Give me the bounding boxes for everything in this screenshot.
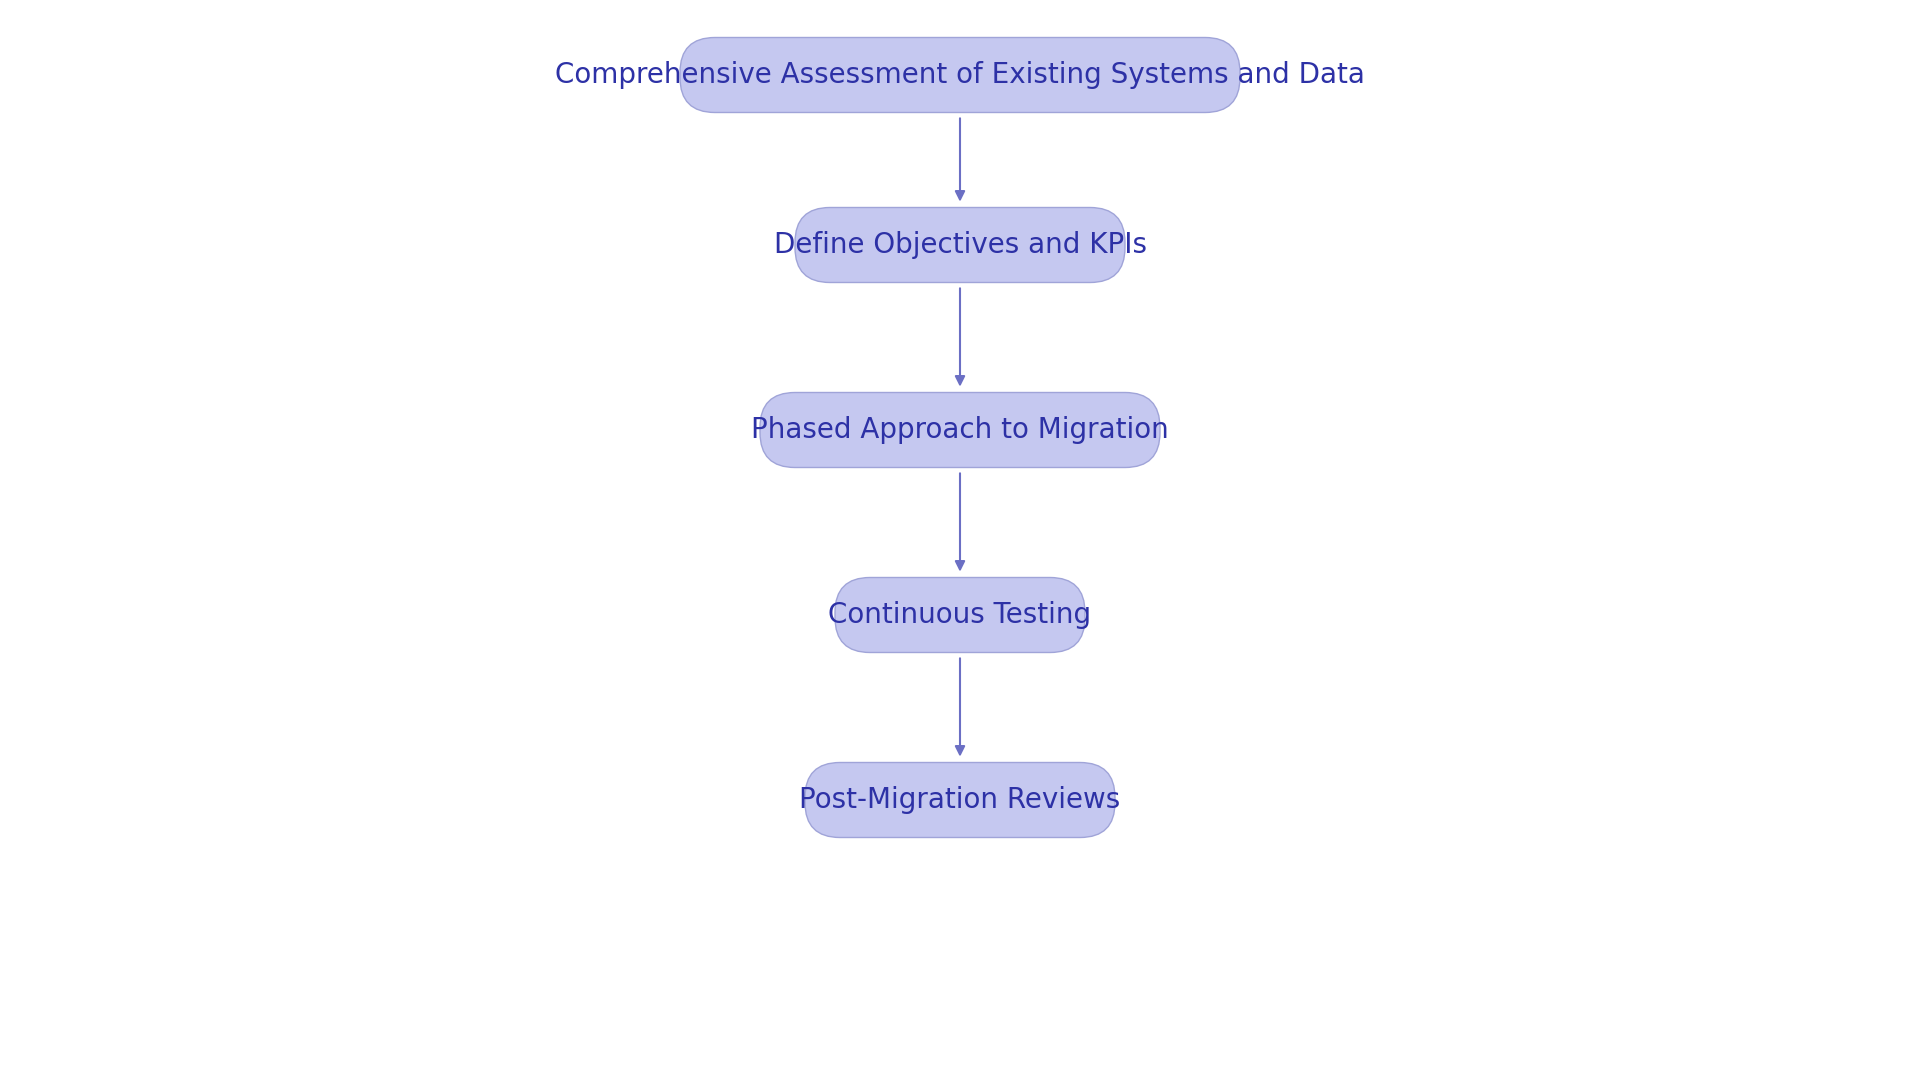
Text: Define Objectives and KPIs: Define Objectives and KPIs bbox=[774, 231, 1146, 259]
FancyBboxPatch shape bbox=[795, 207, 1125, 283]
Text: Continuous Testing: Continuous Testing bbox=[828, 600, 1092, 629]
Text: Phased Approach to Migration: Phased Approach to Migration bbox=[751, 416, 1169, 444]
FancyBboxPatch shape bbox=[680, 38, 1240, 112]
FancyBboxPatch shape bbox=[760, 392, 1160, 468]
FancyBboxPatch shape bbox=[835, 578, 1085, 652]
Text: Comprehensive Assessment of Existing Systems and Data: Comprehensive Assessment of Existing Sys… bbox=[555, 60, 1365, 89]
FancyBboxPatch shape bbox=[804, 762, 1116, 837]
Text: Post-Migration Reviews: Post-Migration Reviews bbox=[799, 786, 1121, 814]
